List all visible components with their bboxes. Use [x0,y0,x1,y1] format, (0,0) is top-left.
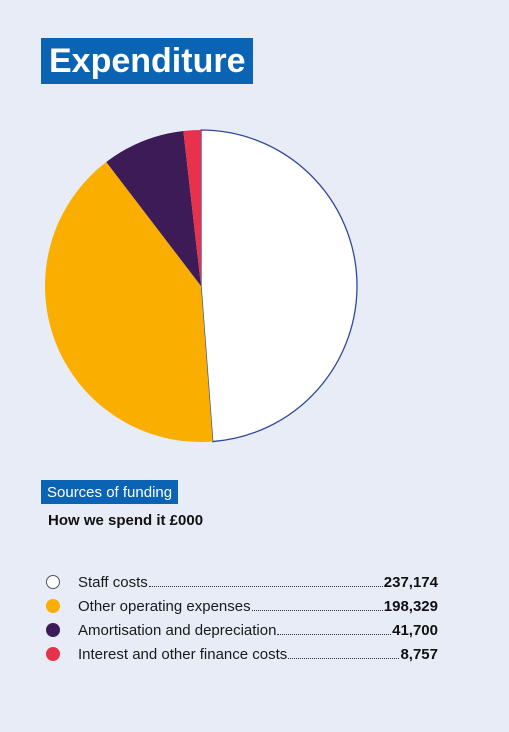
legend-item-amortisation-and-depreciation: Amortisation and depreciation 41,700 [46,618,438,642]
legend-swatch-amortisation-and-depreciation [46,623,60,637]
legend: Staff costs 237,174 Other operating expe… [46,570,438,666]
leader-dots [251,610,383,611]
legend-item-other-operating-expenses: Other operating expenses 198,329 [46,594,438,618]
legend-swatch-staff-costs [46,575,60,589]
legend-value: 198,329 [383,597,438,615]
leader-dots [148,586,383,587]
legend-label: Staff costs [78,573,148,591]
leader-dots [277,634,392,635]
section-badge: Sources of funding [41,480,179,504]
chart-subtitle: How we spend it £000 [48,512,204,529]
title-badge: Expenditure [41,38,254,84]
legend-item-interest-and-finance-costs: Interest and other finance costs 8,757 [46,642,438,666]
section-label: Sources of funding [47,483,173,501]
legend-value: 237,174 [383,573,438,591]
legend-swatch-interest-and-finance-costs [46,647,60,661]
leader-dots [288,658,400,659]
page-title: Expenditure [49,42,246,80]
legend-swatch-other-operating-expenses [46,599,60,613]
legend-label: Other operating expenses [78,597,251,615]
pie-slice-interest-and-finance-costs [183,130,201,286]
legend-value: 41,700 [392,621,438,639]
legend-label: Amortisation and depreciation [78,621,277,639]
pie-slice-other-operating-expenses [45,162,213,443]
pie-slice-amortisation-and-depreciation [106,130,201,286]
legend-item-staff-costs: Staff costs 237,174 [46,570,438,594]
legend-label: Interest and other finance costs [78,645,288,663]
legend-value: 8,757 [400,645,438,663]
expenditure-pie-chart [45,129,358,443]
pie-slice-staff-costs [200,129,358,443]
